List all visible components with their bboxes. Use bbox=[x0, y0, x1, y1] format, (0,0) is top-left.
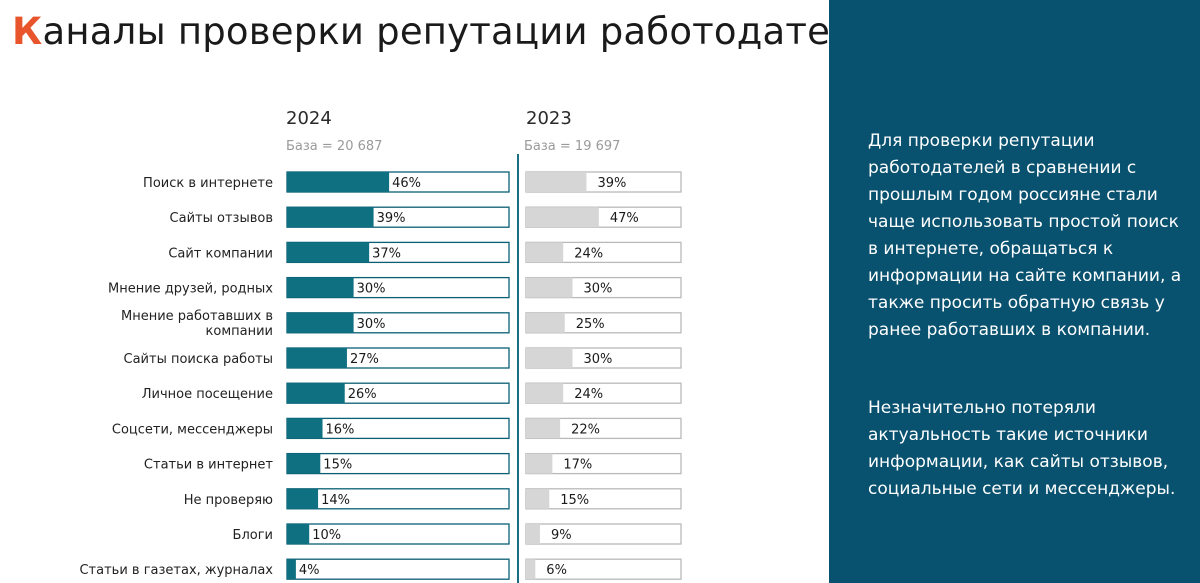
value-label-2023: 9% bbox=[551, 528, 572, 543]
bar-track-2023 bbox=[525, 523, 682, 545]
bar-2024 bbox=[287, 312, 354, 333]
bar-2023 bbox=[526, 488, 550, 509]
value-label-2024: 39% bbox=[377, 211, 406, 226]
value-label-2024: 26% bbox=[348, 387, 377, 402]
bar-2024 bbox=[287, 524, 310, 544]
title-rest: аналы проверки репутации работодателей bbox=[42, 10, 902, 53]
commentary-paragraph-1: Для проверки репутации работодателей в с… bbox=[868, 131, 1182, 340]
title-first-letter: К bbox=[12, 10, 43, 53]
value-label-2024: 46% bbox=[392, 176, 421, 191]
bar-2023 bbox=[526, 277, 573, 298]
bar-2023 bbox=[526, 312, 565, 333]
value-label-2023: 30% bbox=[584, 352, 613, 367]
bar-2023 bbox=[526, 242, 564, 263]
category-label: Соцсети, мессенджеры bbox=[112, 422, 273, 437]
bar-2023 bbox=[526, 559, 536, 580]
value-label-2023: 30% bbox=[584, 282, 613, 297]
bar-2023 bbox=[526, 172, 587, 192]
bar-2024 bbox=[287, 207, 374, 228]
column-divider bbox=[517, 154, 519, 583]
category-label: Блоги bbox=[233, 528, 273, 543]
value-label-2024: 4% bbox=[299, 563, 320, 578]
value-label-2024: 15% bbox=[323, 458, 352, 473]
category-label: Сайт компании bbox=[168, 246, 273, 261]
value-label-2023: 15% bbox=[560, 493, 589, 508]
bar-2024 bbox=[287, 277, 354, 298]
category-label: Не проверяю bbox=[184, 493, 273, 508]
category-label: Мнение друзей, родных bbox=[108, 282, 273, 297]
value-label-2024: 30% bbox=[357, 282, 386, 297]
category-label: Статьи в газетах, журналах bbox=[79, 563, 273, 578]
page-title: Каналы проверки репутации работодателей bbox=[12, 12, 901, 52]
bar-2023 bbox=[526, 207, 599, 228]
bar-2023 bbox=[526, 348, 573, 368]
value-label-2024: 37% bbox=[372, 246, 401, 261]
bar-track-2024 bbox=[286, 558, 510, 580]
value-label-2023: 39% bbox=[597, 176, 626, 191]
bar-2024 bbox=[287, 172, 390, 192]
base-2024: База = 20 687 bbox=[286, 139, 383, 154]
category-label: Сайты поиска работы bbox=[124, 352, 274, 367]
value-label-2023: 47% bbox=[610, 211, 639, 226]
bar-2023 bbox=[526, 453, 553, 474]
value-label-2023: 17% bbox=[563, 458, 592, 473]
value-label-2023: 22% bbox=[571, 422, 600, 437]
year-2023-header: 2023 bbox=[526, 108, 572, 129]
value-label-2024: 14% bbox=[321, 493, 350, 508]
bar-chart: Поиск в интернете 46% 39% Сайты отзывов 39% 4… bbox=[79, 171, 682, 580]
bar-2024 bbox=[287, 348, 347, 368]
year-2024-header: 2024 bbox=[286, 108, 332, 129]
category-label: Поиск в интернете bbox=[143, 176, 273, 191]
bar-2023 bbox=[526, 418, 561, 439]
commentary-paragraph-2: Незначительно потеряли актуальность таки… bbox=[868, 398, 1176, 499]
bar-2024 bbox=[287, 418, 323, 439]
bar-2024 bbox=[287, 383, 345, 404]
category-label: Личное посещение bbox=[142, 387, 273, 402]
bar-2024 bbox=[287, 453, 321, 474]
category-label: Мнение работавших в компании bbox=[121, 309, 273, 339]
value-label-2024: 16% bbox=[326, 422, 355, 437]
commentary-panel: Для проверки репутации работодателей в с… bbox=[829, 0, 1200, 583]
value-label-2023: 6% bbox=[546, 563, 567, 578]
base-2023: База = 19 697 bbox=[524, 139, 621, 154]
bar-2024 bbox=[287, 242, 370, 263]
value-label-2024: 27% bbox=[350, 352, 379, 367]
value-label-2023: 24% bbox=[574, 246, 603, 261]
value-label-2024: 30% bbox=[357, 317, 386, 332]
bar-2024 bbox=[287, 559, 296, 580]
value-label-2023: 25% bbox=[576, 317, 605, 332]
value-label-2024: 10% bbox=[312, 528, 341, 543]
bar-2024 bbox=[287, 488, 319, 509]
bar-2023 bbox=[526, 524, 540, 544]
category-label: Статьи в интернет bbox=[144, 458, 273, 473]
bar-2023 bbox=[526, 383, 564, 404]
category-label: Сайты отзывов bbox=[170, 211, 273, 226]
value-label-2023: 24% bbox=[574, 387, 603, 402]
